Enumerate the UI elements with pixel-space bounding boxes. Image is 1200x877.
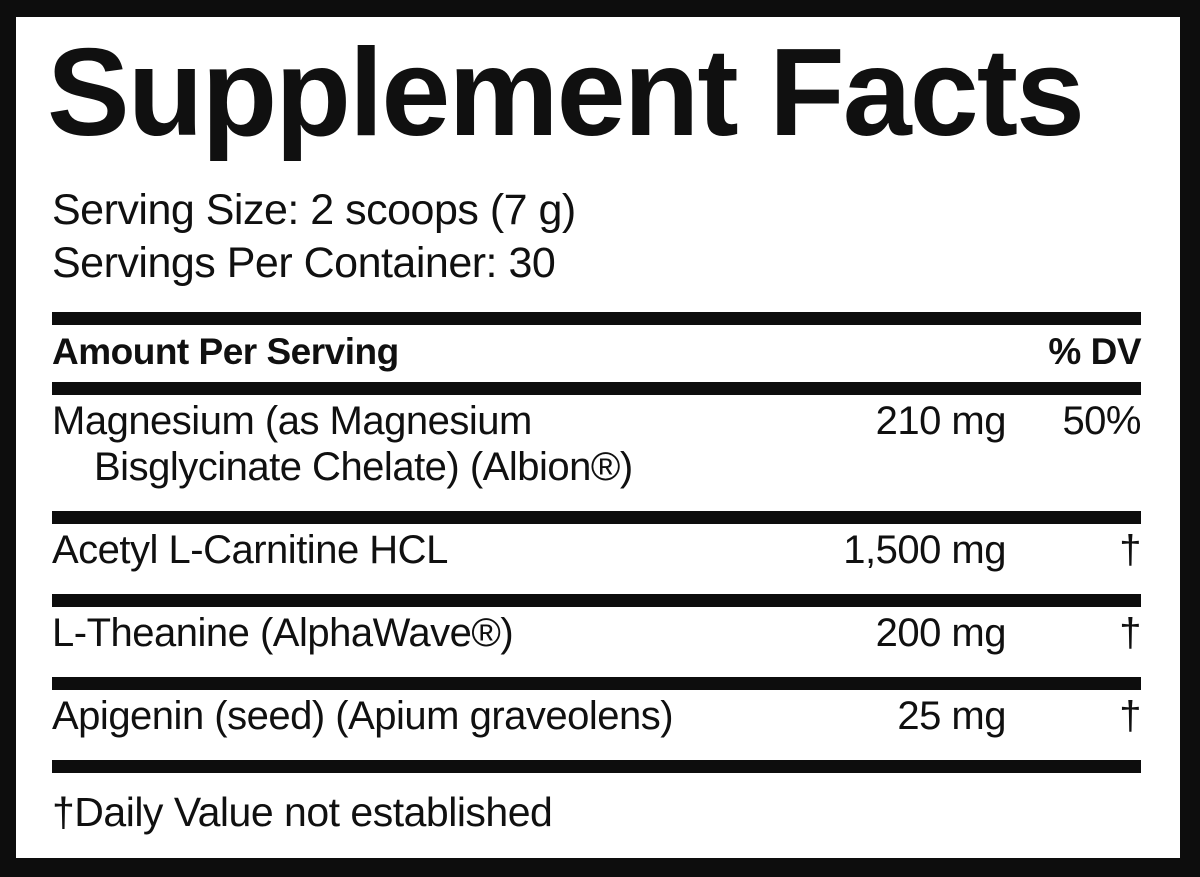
ingredient-amount: 25 mg bbox=[897, 693, 1006, 738]
supplement-facts-panel: Supplement Facts Serving Size: 2 scoops … bbox=[16, 17, 1180, 858]
ingredient-daily-value: † bbox=[1119, 527, 1141, 572]
ingredient-name-line1: Apigenin (seed) (Apium graveolens) bbox=[52, 693, 674, 738]
ingredient-name: Magnesium (as Magnesium Bisglycinate Che… bbox=[52, 398, 876, 490]
ingredient-row-acetyl-l-carnitine: Acetyl L-Carnitine HCL 1,500 mg † bbox=[52, 524, 1142, 594]
ingredient-name-line1: Acetyl L-Carnitine HCL bbox=[52, 527, 448, 572]
table-header-row: Amount Per Serving % DV bbox=[52, 325, 1141, 382]
divider-bar bbox=[52, 593, 1141, 607]
daily-value-footnote: †Daily Value not established bbox=[52, 788, 553, 835]
divider-bar bbox=[52, 510, 1141, 524]
ingredient-row-l-theanine: L-Theanine (AlphaWave®) 200 mg † bbox=[52, 607, 1142, 677]
ingredient-name: Apigenin (seed) (Apium graveolens) bbox=[52, 693, 897, 739]
col-header-amount-per-serving: Amount Per Serving bbox=[52, 330, 399, 372]
ingredient-name-line1: L-Theanine (AlphaWave®) bbox=[52, 610, 514, 655]
panel-title: Supplement Facts bbox=[47, 24, 1085, 162]
ingredient-amount: 200 mg bbox=[875, 610, 1007, 655]
serving-info: Serving Size: 2 scoops (7 g) Servings Pe… bbox=[52, 184, 1141, 290]
ingredient-row-apigenin: Apigenin (seed) (Apium graveolens) 25 mg… bbox=[52, 690, 1142, 760]
divider-bar bbox=[52, 381, 1141, 395]
ingredient-name: Acetyl L-Carnitine HCL bbox=[52, 527, 843, 573]
ingredient-row-magnesium: Magnesium (as Magnesium Bisglycinate Che… bbox=[52, 395, 1142, 511]
ingredient-amount: 1,500 mg bbox=[843, 527, 1006, 572]
servings-per-container-text: Servings Per Container: 30 bbox=[52, 238, 556, 287]
ingredient-name: L-Theanine (AlphaWave®) bbox=[52, 610, 876, 656]
divider-bar bbox=[52, 311, 1141, 325]
ingredient-daily-value: † bbox=[1119, 610, 1141, 655]
col-header-percent-dv: % DV bbox=[1048, 330, 1141, 372]
ingredient-daily-value: 50% bbox=[1062, 398, 1141, 443]
divider-bar bbox=[52, 676, 1141, 690]
ingredient-name-line1: Magnesium (as Magnesium bbox=[52, 398, 532, 443]
divider-bar bbox=[52, 759, 1141, 773]
ingredient-name-line2: Bisglycinate Chelate) (Albion®) bbox=[94, 444, 633, 489]
ingredient-amount: 210 mg bbox=[875, 398, 1007, 443]
ingredient-daily-value: † bbox=[1119, 693, 1141, 738]
serving-size-text: Serving Size: 2 scoops (7 g) bbox=[52, 185, 576, 234]
